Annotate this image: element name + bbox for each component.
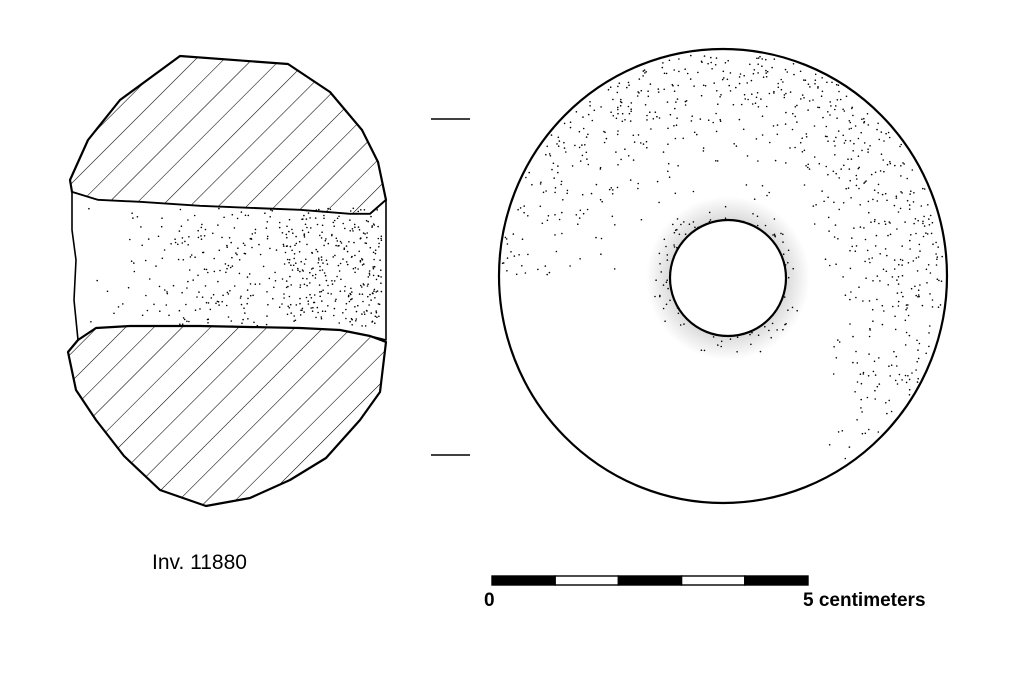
scale-segment (617, 575, 683, 586)
inventory-number: Inv. 11880 (152, 551, 247, 574)
central-hole (668, 218, 788, 338)
bore-stipple (88, 207, 383, 327)
scale-end-label: 5 centimeters (803, 590, 926, 611)
scale-segment (744, 575, 809, 586)
scale-start-label: 0 (484, 590, 495, 611)
scale-segment (680, 575, 746, 586)
scale-bar (491, 575, 809, 586)
cross-section-view (66, 54, 388, 508)
scale-segment (491, 575, 556, 586)
top-view (497, 47, 949, 505)
lower-section-hatched (66, 324, 388, 508)
upper-section-hatched (68, 54, 388, 216)
scale-segment (554, 575, 620, 586)
